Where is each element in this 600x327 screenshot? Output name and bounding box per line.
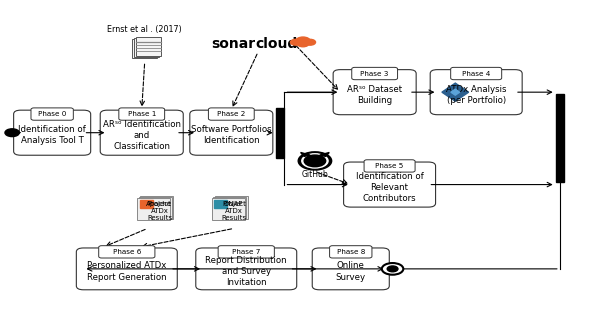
Text: Phase 4: Phase 4: [462, 71, 490, 77]
Text: Personalized ATDx
Report Generation: Personalized ATDx Report Generation: [87, 261, 167, 282]
Circle shape: [382, 263, 403, 275]
FancyBboxPatch shape: [215, 196, 248, 219]
Text: Online
Survey: Online Survey: [336, 261, 366, 282]
Text: Phase 1: Phase 1: [128, 111, 156, 117]
Text: ARˢᵒ Identification
and
Classification: ARˢᵒ Identification and Classification: [103, 120, 181, 151]
Text: sonar: sonar: [211, 37, 255, 51]
Text: Phase 3: Phase 3: [361, 71, 389, 77]
Text: Phase 2: Phase 2: [217, 111, 245, 117]
Text: Apache: Apache: [145, 201, 172, 207]
FancyBboxPatch shape: [208, 108, 254, 120]
Circle shape: [304, 155, 326, 167]
Text: Phase 7: Phase 7: [232, 249, 260, 255]
FancyBboxPatch shape: [139, 197, 172, 219]
FancyBboxPatch shape: [190, 110, 273, 155]
Bar: [214, 200, 227, 208]
Bar: [275, 108, 284, 158]
Circle shape: [305, 39, 316, 45]
FancyBboxPatch shape: [99, 246, 155, 258]
FancyBboxPatch shape: [132, 39, 157, 58]
Polygon shape: [451, 89, 460, 95]
Text: Identification of
Relevant
Contributors: Identification of Relevant Contributors: [356, 172, 424, 203]
Text: ONAP: ONAP: [223, 201, 243, 207]
Text: Project
ATDx
Results: Project ATDx Results: [147, 201, 172, 221]
FancyBboxPatch shape: [333, 70, 416, 115]
FancyBboxPatch shape: [214, 197, 246, 219]
Text: cloud: cloud: [255, 37, 298, 51]
FancyBboxPatch shape: [31, 108, 73, 120]
FancyBboxPatch shape: [136, 37, 161, 56]
FancyBboxPatch shape: [329, 246, 372, 258]
FancyBboxPatch shape: [14, 110, 91, 155]
FancyBboxPatch shape: [119, 108, 164, 120]
FancyBboxPatch shape: [344, 162, 436, 207]
Polygon shape: [320, 152, 329, 156]
FancyBboxPatch shape: [137, 198, 170, 220]
Text: GitHub: GitHub: [302, 170, 328, 179]
Text: Software Portfolios
Identification: Software Portfolios Identification: [191, 125, 272, 145]
Circle shape: [297, 40, 309, 47]
Circle shape: [387, 266, 398, 272]
FancyBboxPatch shape: [218, 246, 274, 258]
FancyBboxPatch shape: [312, 248, 389, 290]
Circle shape: [302, 154, 328, 168]
Circle shape: [290, 39, 301, 45]
FancyBboxPatch shape: [212, 198, 245, 220]
FancyBboxPatch shape: [76, 248, 177, 290]
Circle shape: [296, 37, 310, 45]
FancyBboxPatch shape: [364, 160, 415, 172]
Text: Identification of
Analysis Tool T: Identification of Analysis Tool T: [18, 125, 86, 145]
Bar: [556, 95, 564, 182]
Text: Phase 8: Phase 8: [337, 249, 365, 255]
FancyBboxPatch shape: [352, 67, 398, 80]
Text: ATDx Analysis
(per Portfolio): ATDx Analysis (per Portfolio): [446, 85, 506, 105]
Text: Ernst et al . (2017): Ernst et al . (2017): [107, 26, 182, 34]
Text: Phase 5: Phase 5: [376, 163, 404, 169]
Polygon shape: [442, 83, 469, 101]
Bar: [140, 200, 153, 208]
FancyBboxPatch shape: [430, 70, 522, 115]
Text: Report Distribution
and Survey
Invitation: Report Distribution and Survey Invitatio…: [205, 256, 287, 287]
Text: ARˢᵒ Dataset
Building: ARˢᵒ Dataset Building: [347, 85, 402, 105]
Text: Phase 0: Phase 0: [38, 111, 67, 117]
FancyBboxPatch shape: [134, 38, 159, 57]
Text: Phase 6: Phase 6: [113, 249, 141, 255]
FancyBboxPatch shape: [140, 196, 173, 219]
FancyBboxPatch shape: [100, 110, 183, 155]
Circle shape: [5, 129, 19, 137]
FancyBboxPatch shape: [451, 67, 502, 80]
FancyBboxPatch shape: [196, 248, 297, 290]
Polygon shape: [301, 152, 310, 156]
Text: Project
ATDx
Results: Project ATDx Results: [222, 201, 247, 221]
Circle shape: [298, 152, 332, 170]
